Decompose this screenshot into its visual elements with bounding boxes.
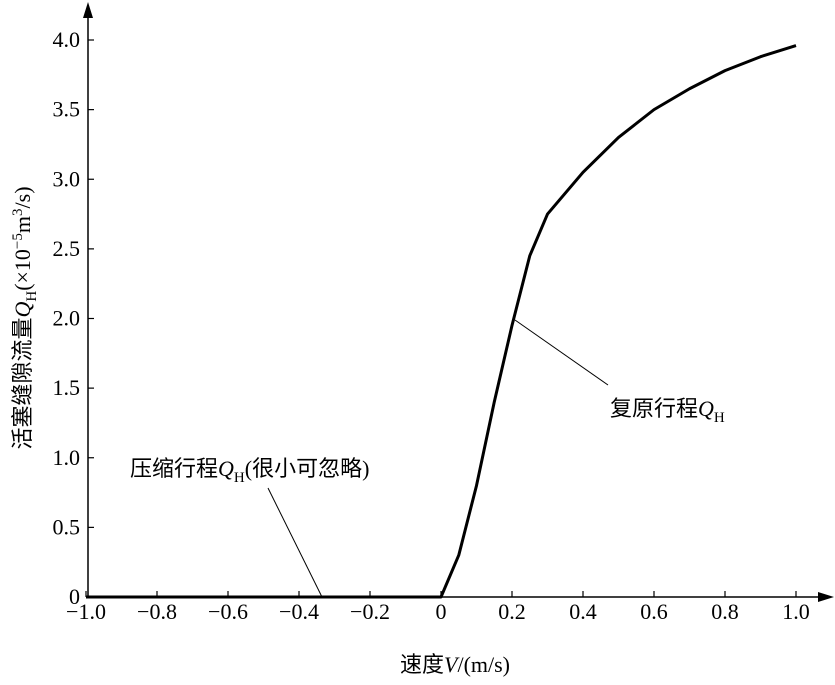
y-tick-label: 3.0 — [53, 166, 81, 191]
x-tick-label: 0.2 — [498, 599, 526, 624]
x-tick-label: −1.0 — [66, 599, 106, 624]
x-arrow — [818, 592, 834, 602]
y-tick-label: 2.5 — [53, 236, 81, 261]
annotation-part: (很小可忽略) — [245, 456, 370, 481]
annotation-part: 压缩行程 — [130, 456, 218, 481]
x-tick-label: −0.8 — [137, 599, 177, 624]
x-label-part: V — [444, 652, 460, 677]
x-axis-label: 速度V/(m/s) — [400, 652, 510, 677]
y-label-part: 活塞缝隙流量 — [10, 318, 35, 450]
x-tick-label: 0 — [436, 599, 447, 624]
annotation-part: H — [714, 410, 725, 426]
y-label-part: Q — [10, 302, 35, 318]
y-label-part: (×10 — [10, 249, 35, 291]
leader-line — [267, 487, 323, 598]
y-label-part: H — [24, 291, 40, 302]
y-label-part: −5 — [10, 233, 26, 249]
x-tick-label: −0.2 — [350, 599, 390, 624]
annotation: 压缩行程QH(很小可忽略) — [130, 456, 369, 486]
y-tick-label: 2.0 — [53, 306, 81, 331]
x-label-part: 速度 — [400, 652, 444, 677]
x-tick-label: 0.6 — [640, 599, 668, 624]
y-arrow — [83, 2, 93, 18]
x-tick-label: −0.6 — [208, 599, 248, 624]
y-tick-label: 4.0 — [53, 27, 81, 52]
annotation-part: Q — [698, 396, 714, 421]
x-tick-label: 0.8 — [711, 599, 739, 624]
x-tick-label: 0.4 — [569, 599, 597, 624]
annotation: 复原行程QH — [610, 396, 725, 426]
leader-line — [514, 319, 609, 386]
annotation-part: H — [234, 470, 245, 486]
annotation-part: Q — [218, 456, 234, 481]
data-line — [86, 44, 797, 599]
annotation-part: 复原行程 — [610, 396, 698, 421]
y-tick-label: 3.5 — [53, 97, 81, 122]
y-label-part: 3 — [10, 208, 26, 216]
y-tick-label: 1.5 — [53, 375, 81, 400]
y-tick-label: 1.0 — [53, 445, 81, 470]
axes — [83, 2, 834, 602]
y-tick-label: 0 — [69, 584, 80, 609]
x-tick-label: 1.0 — [782, 599, 810, 624]
y-label-part: m — [10, 216, 35, 233]
y-axis-label: 活塞缝隙流量QH(×10−5m3/s) — [10, 186, 40, 449]
x-tick-label: −0.4 — [279, 599, 319, 624]
y-label-part: /s) — [10, 186, 35, 208]
y-tick-label: 0.5 — [53, 514, 81, 539]
x-label-part: /(m/s) — [457, 652, 510, 677]
